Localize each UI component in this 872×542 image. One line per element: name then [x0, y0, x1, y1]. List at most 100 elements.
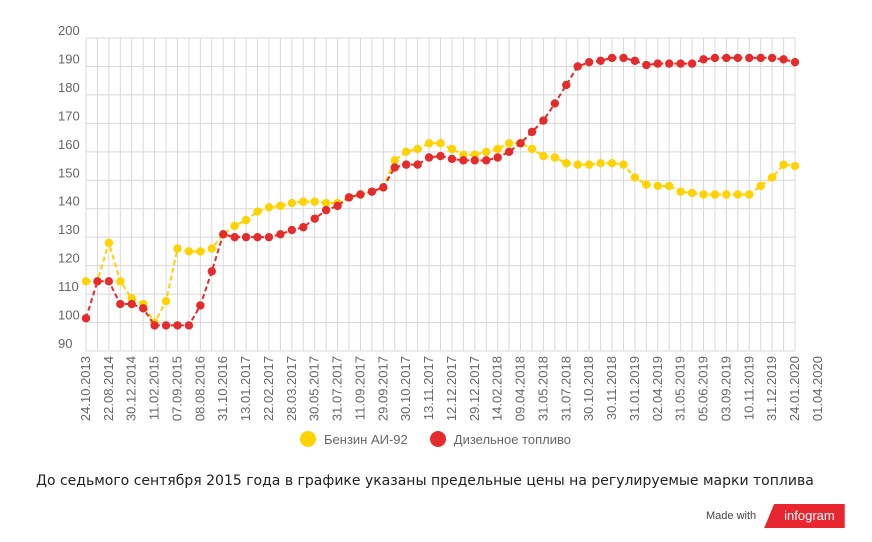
data-point	[424, 139, 434, 148]
data-point	[642, 180, 651, 189]
data-point	[504, 147, 514, 157]
legend-label-benzin: Бензин АИ-92	[324, 431, 408, 447]
data-point	[104, 277, 114, 286]
data-point	[104, 238, 114, 248]
data-point	[253, 207, 262, 216]
data-point	[161, 297, 171, 306]
data-point	[344, 193, 354, 202]
data-point	[356, 190, 365, 199]
made-with-text: Made with	[706, 510, 757, 522]
data-point	[779, 160, 788, 169]
data-point	[516, 139, 525, 148]
legend-item-diesel[interactable]: Дизельное топливо	[429, 431, 571, 447]
data-point	[184, 247, 194, 256]
x-tick-label: 14.02.2018	[490, 356, 505, 421]
data-point	[241, 232, 251, 242]
data-point	[790, 57, 800, 67]
data-point	[607, 53, 617, 63]
x-tick-label: 11.09.2017	[352, 356, 367, 420]
data-point	[562, 159, 571, 168]
data-point	[630, 173, 640, 182]
y-tick-label: 90	[58, 336, 72, 351]
x-tick-label: 29.12.2017	[467, 356, 482, 421]
x-tick-label: 30.05.2017	[307, 356, 322, 421]
data-point	[459, 156, 468, 165]
data-point	[539, 151, 548, 161]
data-point	[722, 190, 731, 199]
data-point	[676, 187, 685, 196]
legend-label-diesel: Дизельное топливо	[453, 431, 571, 447]
data-point	[584, 57, 594, 67]
data-point	[630, 56, 640, 65]
x-tick-label: 30.12.2014	[124, 356, 139, 421]
data-point	[482, 147, 491, 157]
data-point	[550, 99, 560, 108]
x-tick-label: 09.04.2018	[513, 356, 528, 421]
data-point	[276, 201, 285, 211]
x-tick-label: 24.10.2013	[78, 356, 93, 421]
x-tick-label: 05.06.2019	[696, 356, 711, 421]
data-point	[550, 153, 560, 162]
data-point	[116, 299, 125, 309]
data-point	[756, 53, 765, 63]
infogram-logo[interactable]: infogram	[764, 504, 845, 528]
y-tick-label: 190	[58, 51, 80, 66]
data-point	[527, 127, 537, 137]
data-point	[390, 156, 399, 165]
x-tick-label: 01.04.2020	[810, 356, 825, 421]
data-point	[527, 144, 537, 154]
x-tick-label: 11.02.2015	[147, 356, 162, 420]
data-point	[161, 321, 171, 330]
data-point	[253, 232, 262, 242]
data-point	[665, 181, 674, 191]
data-point	[733, 190, 743, 199]
data-point	[676, 59, 685, 68]
x-tick-label: 31.05.2019	[673, 356, 688, 421]
data-point	[413, 160, 422, 169]
data-point	[779, 55, 788, 64]
data-point	[116, 277, 125, 286]
data-point	[321, 198, 331, 208]
y-tick-label: 120	[58, 251, 80, 266]
legend-marker-diesel	[429, 431, 446, 447]
data-point	[219, 230, 228, 239]
data-point	[745, 190, 754, 199]
data-point	[276, 230, 285, 239]
data-point	[367, 187, 377, 196]
data-point	[699, 190, 708, 199]
x-tick-label: 02.04.2019	[650, 356, 665, 421]
data-point	[710, 53, 720, 63]
data-point	[642, 60, 651, 70]
legend-item-benzin[interactable]: Бензин АИ-92	[300, 431, 408, 447]
data-point	[401, 147, 411, 157]
data-point	[447, 154, 457, 164]
series-1	[81, 53, 800, 330]
data-point	[424, 153, 434, 162]
data-point	[710, 190, 720, 199]
x-tick-label: 24.01.2020	[787, 356, 802, 421]
data-point	[596, 56, 605, 65]
x-tick-label: 31.07.2018	[558, 356, 573, 421]
data-point	[573, 62, 582, 71]
y-tick-label: 110	[58, 279, 79, 294]
data-point	[436, 151, 445, 161]
data-point	[241, 215, 251, 225]
data-point	[299, 223, 308, 232]
data-point	[493, 153, 502, 162]
x-tick-label: 31.10.2016	[215, 356, 230, 421]
data-point	[401, 160, 411, 169]
data-point	[619, 53, 628, 63]
data-point	[584, 160, 594, 169]
x-tick-label: 07.09.2015	[169, 356, 184, 421]
data-point	[264, 232, 274, 242]
infogram-credit[interactable]: Made with infogram	[706, 504, 845, 528]
data-point	[653, 181, 662, 191]
data-point	[196, 247, 205, 256]
x-tick-label: 31.01.2019	[627, 356, 642, 421]
data-point	[767, 173, 777, 182]
x-tick-label: 28.03.2017	[284, 356, 299, 421]
y-tick-label: 180	[58, 80, 80, 95]
data-point	[81, 277, 91, 286]
data-point	[287, 198, 297, 208]
grid	[85, 37, 796, 352]
